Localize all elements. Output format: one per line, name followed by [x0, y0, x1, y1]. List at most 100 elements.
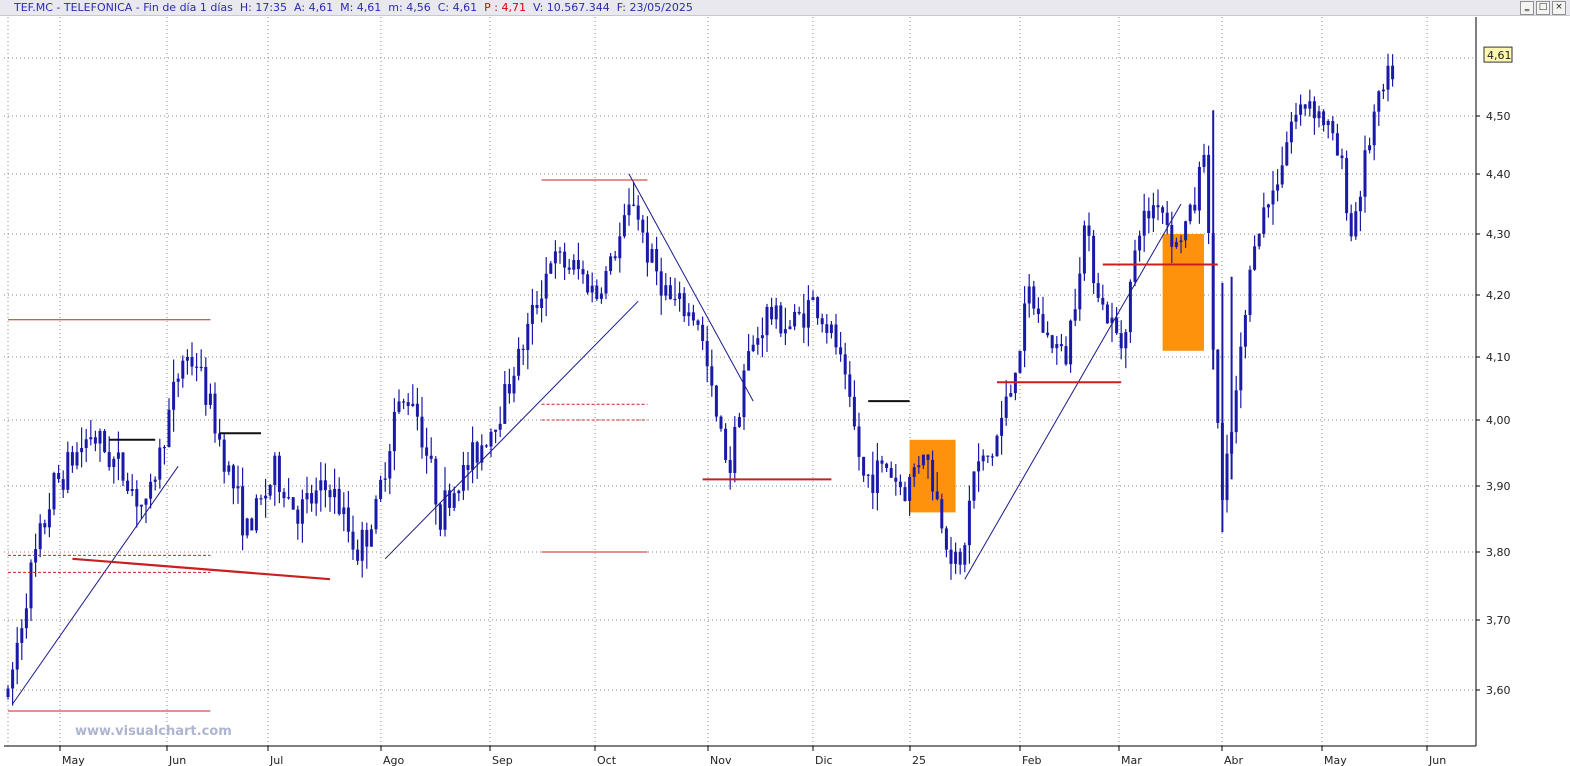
candle-body — [1262, 207, 1266, 234]
candle — [1119, 320, 1123, 360]
candle — [1322, 109, 1326, 132]
candle — [1266, 203, 1270, 218]
candle — [38, 514, 42, 558]
candle — [250, 517, 254, 531]
candle-body — [360, 529, 364, 561]
maximize-button[interactable]: □ — [1536, 1, 1550, 15]
candle-body — [443, 490, 447, 530]
candle-body — [1073, 309, 1077, 321]
candle-body — [388, 451, 392, 479]
candle-body — [1345, 158, 1349, 214]
candle — [894, 464, 898, 496]
candle — [701, 316, 705, 351]
candle-body — [139, 504, 143, 507]
candle-body — [507, 384, 511, 394]
candle-body — [282, 491, 286, 499]
candle — [875, 442, 879, 511]
chart-grid — [4, 17, 1476, 746]
candle — [273, 452, 277, 506]
candle — [1257, 233, 1261, 250]
candle-body — [438, 504, 442, 530]
candle — [1289, 111, 1293, 154]
candle-body — [1110, 317, 1114, 324]
candle-body — [1335, 133, 1339, 156]
candle-body — [314, 490, 318, 504]
candle — [1064, 336, 1068, 366]
candle-body — [627, 204, 631, 216]
candle — [898, 474, 902, 496]
candle-body — [1308, 101, 1312, 109]
candle-body — [199, 366, 203, 369]
candle — [452, 486, 456, 512]
candle — [710, 349, 714, 397]
candle — [908, 474, 912, 517]
orange-box — [1162, 234, 1204, 351]
candle-body — [167, 409, 171, 447]
candle — [305, 476, 309, 514]
candle — [770, 297, 774, 325]
candle-body — [866, 474, 870, 476]
candle-body — [917, 465, 921, 468]
candle-body — [144, 498, 148, 505]
candle — [793, 304, 797, 331]
candle-body — [1018, 350, 1022, 373]
candle — [195, 353, 199, 382]
candle — [880, 455, 884, 473]
candle — [1299, 94, 1303, 126]
candle — [843, 342, 847, 390]
candle — [811, 290, 815, 301]
candle — [1207, 145, 1211, 245]
candle-body — [751, 344, 755, 352]
candle — [112, 456, 116, 484]
candle-body — [1082, 225, 1086, 274]
candle — [507, 368, 511, 404]
candle-body — [714, 385, 718, 417]
candle — [484, 444, 488, 448]
candle-body — [1322, 111, 1326, 126]
candle-body — [659, 271, 663, 296]
candle — [512, 366, 516, 403]
x-tick-label: Nov — [710, 754, 732, 766]
candle-body — [126, 480, 130, 491]
candle-body — [365, 529, 369, 547]
candle-body — [521, 348, 525, 351]
candle — [277, 451, 281, 504]
candle-body — [11, 669, 15, 689]
candle-body — [333, 488, 337, 498]
candle-body — [245, 518, 249, 536]
candle — [871, 451, 875, 510]
y-tick-label: 4,00 — [1486, 414, 1511, 427]
candle — [581, 260, 585, 284]
candle — [406, 393, 410, 416]
candle — [866, 473, 870, 488]
candle-body — [1036, 308, 1040, 315]
close-button[interactable]: × — [1552, 1, 1566, 15]
candle-body — [1032, 286, 1036, 309]
candle — [1303, 104, 1307, 116]
candle-body — [24, 608, 28, 629]
candle — [1193, 187, 1197, 214]
candle-body — [811, 297, 815, 301]
candle — [1055, 336, 1059, 365]
candle — [291, 497, 295, 510]
candle — [425, 427, 429, 474]
candle — [1000, 400, 1004, 455]
candle-body — [737, 417, 741, 427]
candle-body — [673, 298, 677, 301]
candle — [576, 242, 580, 280]
candle-body — [1372, 111, 1376, 146]
candle-body — [222, 439, 226, 472]
candle-body — [471, 442, 475, 470]
candle-body — [558, 251, 562, 253]
candle-body — [1184, 221, 1188, 241]
minimize-button[interactable]: ‗ — [1520, 1, 1534, 15]
candle-body — [268, 484, 272, 496]
candle-body — [98, 431, 102, 444]
candle — [130, 474, 134, 497]
candle-body — [857, 426, 861, 457]
candle-body — [475, 442, 479, 463]
candle — [43, 519, 47, 535]
candle-body — [756, 338, 760, 345]
candle — [572, 254, 576, 275]
